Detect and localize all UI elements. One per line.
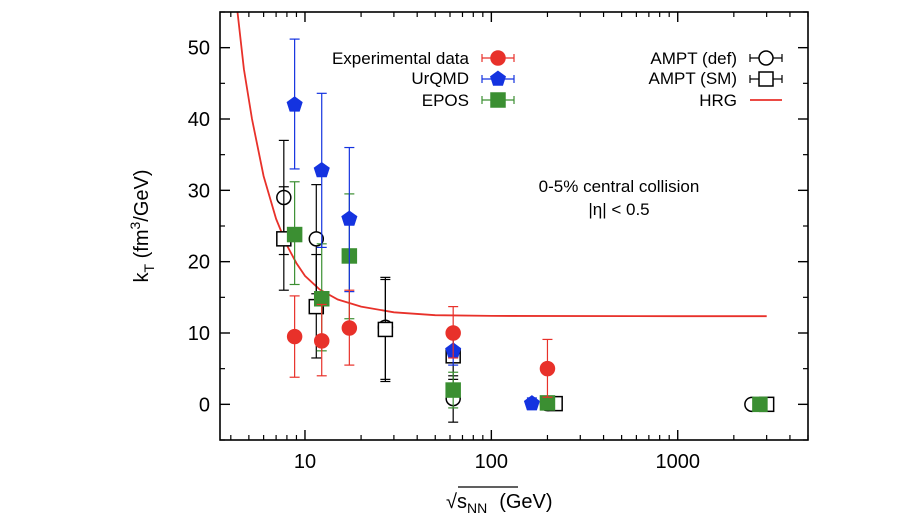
data-point	[523, 395, 540, 411]
legend-entry-hrg: HRG	[699, 91, 782, 110]
legend-marker-experimental	[481, 50, 515, 66]
data-point	[539, 395, 556, 411]
x-axis-label-unit: (GeV)	[499, 491, 552, 513]
axis-ticks: 0 10 20 30 40 50 10 100 1000	[188, 11, 809, 473]
y-tick-label: 40	[188, 109, 210, 131]
y-axis-label-unit-rest: /GeV)	[131, 169, 153, 221]
data-point	[445, 382, 461, 398]
legend-entry-urqmd: UrQMD	[411, 69, 515, 88]
data-point	[539, 360, 556, 377]
y-tick-label: 10	[188, 323, 210, 345]
plot-content	[236, 12, 775, 423]
legend-label-urqmd: UrQMD	[411, 69, 469, 88]
data-point	[313, 291, 330, 307]
legend-marker-ampt-sm	[749, 71, 783, 87]
x-tick-label: 1000	[655, 451, 700, 473]
legend-label-experimental: Experimental data	[332, 49, 470, 68]
plot-area	[236, 12, 775, 423]
data-point	[445, 325, 461, 341]
data-point	[341, 210, 358, 226]
y-axis-label-unit-sup: 3	[127, 222, 143, 230]
legend-entry-experimental: Experimental data	[332, 49, 515, 68]
legend-symbol	[489, 70, 507, 86]
x-axis-label-root: √	[446, 491, 457, 513]
legend-label-ampt-sm: AMPT (SM)	[649, 69, 737, 88]
x-axis-label: √sNN (GeV)	[446, 491, 553, 516]
y-tick-label: 0	[199, 394, 210, 416]
y-axis-label-main: k	[131, 272, 153, 283]
legend-entry-ampt-def: AMPT (def)	[650, 49, 783, 68]
legend: Experimental data UrQMD EPOS AMPT (def) …	[332, 49, 783, 110]
legend-label-hrg: HRG	[699, 91, 737, 110]
annotation-collision: 0-5% central collision	[539, 177, 700, 196]
legend-marker-urqmd	[481, 70, 515, 86]
series-epos	[286, 181, 768, 413]
legend-symbol	[490, 50, 506, 66]
legend-symbol	[490, 92, 506, 108]
y-axis-label: kT (fm3/GeV)	[127, 169, 157, 282]
x-tick-label: 10	[294, 451, 316, 473]
data-point	[752, 396, 768, 413]
legend-label-ampt-def: AMPT (def)	[650, 49, 737, 68]
annotation-eta: |η| < 0.5	[588, 200, 649, 219]
y-tick-label: 20	[188, 252, 210, 274]
data-point	[286, 328, 303, 345]
data-point	[286, 226, 303, 243]
x-axis-label-sub: NN	[467, 500, 487, 516]
series-experimental-data	[286, 289, 556, 398]
series-hrg	[236, 12, 767, 318]
legend-label-epos: EPOS	[422, 91, 469, 110]
y-axis-label-sub: T	[141, 264, 157, 273]
legend-marker-ampt-def	[749, 50, 783, 66]
y-tick-label: 50	[188, 38, 210, 60]
data-point	[341, 320, 358, 336]
data-point	[377, 321, 394, 338]
legend-entry-ampt-sm: AMPT (SM)	[649, 69, 783, 88]
data-point	[313, 333, 330, 349]
data-point	[313, 161, 330, 178]
x-axis-label-s: s	[457, 491, 467, 513]
y-axis-label-unit: (fm	[131, 230, 153, 264]
data-point	[308, 231, 325, 247]
hrg-curve	[236, 12, 767, 318]
legend-symbol	[758, 71, 774, 87]
legend-entry-epos: EPOS	[422, 91, 515, 110]
legend-marker-epos	[481, 92, 515, 108]
x-tick-label: 100	[475, 451, 508, 473]
data-point	[286, 96, 303, 112]
y-tick-label: 30	[188, 180, 210, 202]
legend-symbol	[758, 50, 774, 66]
